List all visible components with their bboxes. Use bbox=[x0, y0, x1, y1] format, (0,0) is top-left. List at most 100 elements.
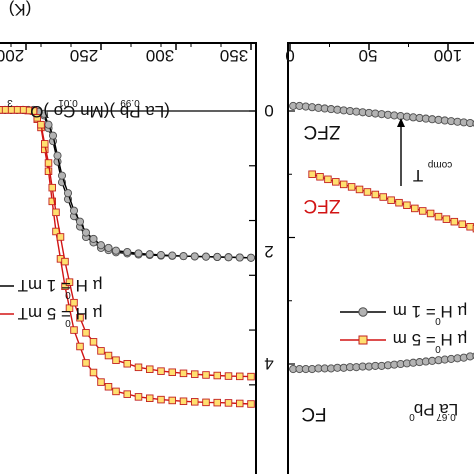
left-square-zfc-point bbox=[0, 106, 3, 114]
right-square-zfc-point bbox=[442, 215, 451, 223]
left-square-fc-point bbox=[168, 396, 176, 405]
right-square-zfc-point bbox=[355, 185, 364, 194]
left-circle-zfc-point bbox=[63, 189, 73, 198]
right-square-zfc-point bbox=[395, 198, 403, 207]
right-panel-ticks bbox=[288, 43, 449, 365]
compound-right-sub2: 0 bbox=[409, 411, 415, 422]
left-square-zfc-point bbox=[157, 367, 165, 375]
left-circle-zfc-point bbox=[134, 249, 143, 258]
legend-5mt-label: µ H = 5 mT bbox=[18, 304, 103, 323]
left-square-fc-point bbox=[190, 398, 199, 406]
left-square-fc-point bbox=[202, 398, 210, 407]
left-circle-zfc-point bbox=[145, 250, 154, 259]
left-circle-zfc-point bbox=[69, 206, 79, 215]
left-square-fc-point bbox=[236, 399, 244, 408]
right-square-zfc-point bbox=[347, 183, 356, 191]
left-square-zfc-point bbox=[123, 359, 131, 368]
left-circle-zfc-point bbox=[104, 243, 113, 252]
left-square-fc-point bbox=[61, 282, 69, 291]
left-square-zfc-point bbox=[37, 120, 45, 129]
tcomp-label: T bbox=[413, 166, 423, 185]
right-xtick-100: 100 bbox=[434, 46, 462, 65]
left-square-zfc-point bbox=[76, 313, 84, 322]
left-panel bbox=[0, 42, 257, 474]
left-square-zfc-point bbox=[202, 371, 210, 379]
left-xtick-300: 300 bbox=[146, 46, 174, 65]
left-square-fc-point bbox=[44, 167, 53, 175]
left-panel-curves bbox=[0, 105, 256, 408]
right-square-zfc-point bbox=[458, 220, 466, 228]
left-circle-zfc-point bbox=[96, 241, 106, 250]
left-square-zfc-point bbox=[236, 372, 244, 381]
left-square-zfc-point bbox=[52, 208, 60, 217]
right-square-zfc-point bbox=[426, 209, 435, 218]
left-square-fc-point bbox=[97, 378, 105, 386]
left-circle-zfc-point bbox=[235, 253, 244, 262]
right-square-zfc-point bbox=[387, 196, 395, 204]
left-square-zfc-point bbox=[48, 183, 56, 192]
left-circle-zfc-point bbox=[224, 253, 233, 262]
right-square-zfc-point bbox=[403, 201, 411, 209]
left-square-zfc-point bbox=[190, 370, 199, 378]
left-circle-zfc-point bbox=[123, 247, 132, 257]
left-circle-zfc-point bbox=[89, 234, 98, 243]
left-xtick-200: 200 bbox=[0, 46, 24, 65]
left-square-zfc-point bbox=[247, 372, 255, 381]
left-square-fc-point bbox=[224, 399, 233, 407]
left-circle-zfc-point bbox=[75, 217, 85, 226]
left-ytick-0: 0 bbox=[264, 101, 273, 120]
right-square-zfc-point bbox=[411, 204, 419, 213]
left-circle-zfc-point bbox=[53, 151, 62, 160]
left-circle-zfc-point bbox=[190, 252, 199, 261]
left-square-fc-point bbox=[65, 304, 74, 312]
left-square-fc-point bbox=[104, 382, 113, 391]
left-xtick-350: 350 bbox=[220, 46, 248, 65]
left-square-fc-point bbox=[112, 387, 120, 396]
left-square-zfc-point bbox=[70, 298, 78, 307]
right-square-zfc-point bbox=[379, 193, 387, 201]
formula-left-sub1: 0.99 bbox=[120, 97, 140, 108]
left-square-fc-point bbox=[48, 197, 56, 206]
compound-right-sub1: 0.67 bbox=[436, 411, 456, 422]
left-square-fc-point bbox=[89, 368, 98, 377]
left-square-zfc-point bbox=[168, 368, 176, 376]
right-panel-curves bbox=[289, 101, 474, 374]
right-legend-1mt: µ H = 1 m bbox=[393, 302, 468, 321]
right-square-zfc-point bbox=[332, 178, 340, 186]
left-square-zfc-point bbox=[44, 159, 53, 167]
left-circle-zfc-point bbox=[48, 131, 58, 140]
left-square-zfc-point bbox=[82, 329, 90, 337]
left-circle-zfc-point bbox=[44, 120, 53, 129]
right-ytick-4: 4 bbox=[264, 354, 273, 373]
left-panel-frame bbox=[0, 42, 257, 474]
left-square-fc-point bbox=[70, 326, 78, 334]
zfc-label-black: ZFC bbox=[304, 121, 341, 142]
left-square-fc-point bbox=[213, 398, 222, 407]
right-square-zfc-point bbox=[316, 173, 324, 181]
right-legend-1mt-sub: 0 bbox=[435, 315, 441, 326]
left-square-zfc-point bbox=[112, 356, 120, 364]
right-legend-5mt: µ H = 5 m bbox=[393, 330, 468, 349]
compound-right: La Pb bbox=[414, 400, 458, 419]
tcomp-arrow bbox=[397, 118, 405, 186]
left-circle-zfc-point bbox=[57, 171, 67, 180]
left-square-zfc-point bbox=[89, 338, 98, 346]
left-square-fc-point bbox=[179, 397, 188, 406]
left-square-fc-point bbox=[76, 342, 84, 351]
right-square-zfc-line bbox=[311, 173, 474, 229]
right-xtick-50: 50 bbox=[359, 46, 378, 65]
right-legend-5mt-marker bbox=[358, 335, 368, 345]
left-square-fc-point bbox=[82, 359, 90, 367]
left-xtick-250: 250 bbox=[70, 46, 98, 65]
right-square-zfc-point bbox=[450, 217, 459, 226]
left-square-zfc-point bbox=[179, 369, 188, 378]
zfc-label-red: ZFC bbox=[304, 195, 341, 216]
left-circle-zfc-point bbox=[81, 228, 91, 237]
left-square-zfc-point bbox=[134, 363, 143, 372]
left-circle-zfc-point bbox=[156, 250, 166, 260]
fc-label-black: FC bbox=[301, 403, 326, 424]
left-square-fc-point bbox=[145, 394, 154, 402]
left-square-zfc-point bbox=[61, 257, 69, 266]
